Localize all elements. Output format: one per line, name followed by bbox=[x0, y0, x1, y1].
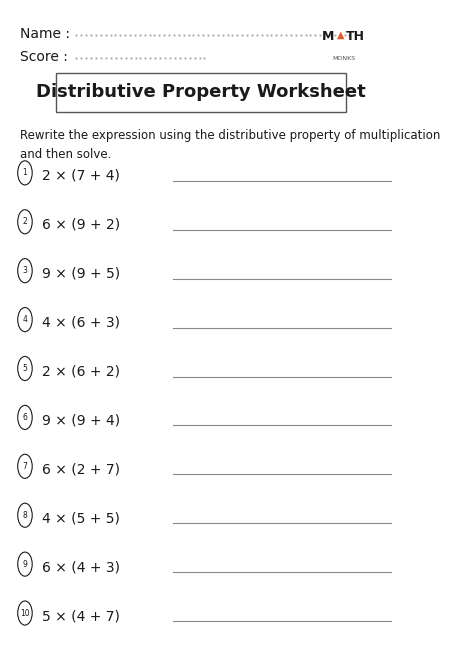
Text: 4 × (6 + 3): 4 × (6 + 3) bbox=[42, 316, 120, 330]
FancyBboxPatch shape bbox=[56, 73, 346, 112]
Circle shape bbox=[18, 161, 32, 185]
Text: ▲: ▲ bbox=[337, 30, 345, 40]
Circle shape bbox=[18, 210, 32, 234]
Circle shape bbox=[18, 308, 32, 332]
Text: 1: 1 bbox=[23, 168, 27, 178]
Circle shape bbox=[18, 552, 32, 576]
Circle shape bbox=[18, 601, 32, 625]
Text: 9 × (9 + 4): 9 × (9 + 4) bbox=[42, 413, 120, 427]
Text: Score :: Score : bbox=[20, 50, 68, 64]
Text: TH: TH bbox=[346, 30, 365, 43]
Circle shape bbox=[18, 259, 32, 283]
Circle shape bbox=[18, 356, 32, 381]
Text: 2 × (6 + 2): 2 × (6 + 2) bbox=[42, 364, 120, 379]
Text: 2 × (7 + 4): 2 × (7 + 4) bbox=[42, 169, 120, 183]
Text: MONKS: MONKS bbox=[332, 56, 356, 60]
Text: 6 × (4 + 3): 6 × (4 + 3) bbox=[42, 560, 120, 574]
Text: Rewrite the expression using the distributive property of multiplication
and the: Rewrite the expression using the distrib… bbox=[20, 129, 440, 161]
Text: 4 × (5 + 5): 4 × (5 + 5) bbox=[42, 511, 120, 525]
Text: 9: 9 bbox=[23, 559, 27, 569]
Text: 5 × (4 + 7): 5 × (4 + 7) bbox=[42, 609, 120, 623]
Circle shape bbox=[18, 503, 32, 527]
Text: M: M bbox=[322, 30, 335, 43]
Text: 6: 6 bbox=[23, 413, 27, 422]
Circle shape bbox=[18, 454, 32, 478]
Text: 5: 5 bbox=[23, 364, 27, 373]
Text: 6 × (2 + 7): 6 × (2 + 7) bbox=[42, 462, 120, 476]
Text: 8: 8 bbox=[23, 511, 27, 520]
Text: 10: 10 bbox=[20, 608, 30, 618]
Text: 6 × (9 + 2): 6 × (9 + 2) bbox=[42, 218, 120, 232]
Text: 9 × (9 + 5): 9 × (9 + 5) bbox=[42, 267, 120, 281]
Text: 4: 4 bbox=[23, 315, 27, 324]
Text: Distributive Property Worksheet: Distributive Property Worksheet bbox=[36, 84, 366, 101]
Circle shape bbox=[18, 405, 32, 429]
Text: 3: 3 bbox=[23, 266, 27, 275]
Text: 7: 7 bbox=[23, 462, 27, 471]
Text: Name :: Name : bbox=[20, 27, 70, 41]
Text: 2: 2 bbox=[23, 217, 27, 226]
